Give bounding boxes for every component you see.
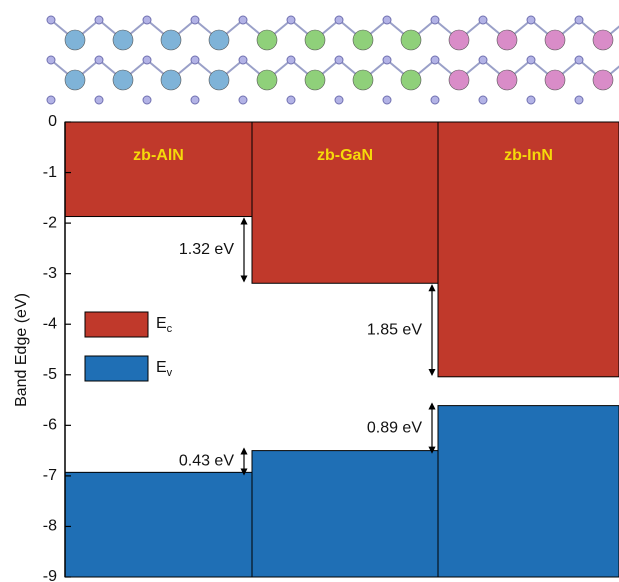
n-atom <box>383 16 391 24</box>
n-atom <box>575 56 583 64</box>
n-atom <box>527 56 535 64</box>
legend-label: Ev <box>156 359 173 379</box>
n-atom <box>191 56 199 64</box>
n-atom <box>95 16 103 24</box>
n-atom <box>239 96 247 104</box>
category-label: zb-InN <box>504 147 553 164</box>
conduction-band <box>65 122 252 217</box>
n-atom <box>239 16 247 24</box>
n-atom <box>479 56 487 64</box>
metal-atom <box>209 30 229 50</box>
n-atom <box>95 56 103 64</box>
y-tick-label: -6 <box>43 417 57 434</box>
n-atom <box>479 16 487 24</box>
n-atom <box>143 56 151 64</box>
gap-label: 1.85 eV <box>367 321 422 338</box>
metal-atom <box>209 70 229 90</box>
n-atom <box>335 16 343 24</box>
crystal-structure <box>47 16 619 104</box>
y-tick-label: -4 <box>43 315 57 332</box>
n-atom <box>95 96 103 104</box>
y-tick-label: 0 <box>48 113 57 130</box>
n-atom <box>479 96 487 104</box>
n-atom <box>527 96 535 104</box>
y-tick-label: -7 <box>43 467 57 484</box>
metal-atom <box>161 30 181 50</box>
n-atom <box>287 16 295 24</box>
n-atom <box>287 96 295 104</box>
gap-label: 0.43 eV <box>179 453 234 470</box>
category-label: zb-GaN <box>317 147 373 164</box>
y-tick-label: -2 <box>43 214 57 231</box>
n-atom <box>431 16 439 24</box>
n-atom <box>575 96 583 104</box>
metal-atom <box>113 70 133 90</box>
n-atom <box>191 16 199 24</box>
category-label: zb-AlN <box>133 147 184 164</box>
n-atom <box>47 16 55 24</box>
figure: Band Edge (eV) zb-AlN zb-GaN zb-InN 0 -1 -2 -3… <box>0 0 619 582</box>
y-tick-label: -3 <box>43 265 57 282</box>
y-tick-label: -9 <box>43 568 57 582</box>
metal-atom <box>401 30 421 50</box>
n-atom <box>287 56 295 64</box>
n-atom <box>47 96 55 104</box>
y-tick-label: -1 <box>43 164 57 181</box>
metal-atom <box>305 30 325 50</box>
y-axis-label: Band Edge (eV) <box>13 293 30 407</box>
metal-atom <box>113 30 133 50</box>
metal-atom <box>401 70 421 90</box>
metal-atom <box>305 70 325 90</box>
y-tick-label: -5 <box>43 366 57 383</box>
n-atom <box>335 96 343 104</box>
n-atom <box>239 56 247 64</box>
gap-label: 1.32 eV <box>179 241 234 258</box>
n-atom <box>431 96 439 104</box>
metal-atom <box>545 30 565 50</box>
n-atom <box>383 96 391 104</box>
metal-atom <box>545 70 565 90</box>
valence-band <box>65 472 252 577</box>
metal-atom <box>257 30 277 50</box>
metal-atom <box>161 70 181 90</box>
metal-atom <box>497 30 517 50</box>
gap-label: 0.89 eV <box>367 419 422 436</box>
metal-atom <box>257 70 277 90</box>
y-tick-label: -8 <box>43 518 57 535</box>
n-atom <box>575 16 583 24</box>
metal-atom <box>353 70 373 90</box>
n-atom <box>47 56 55 64</box>
legend-label: Ec <box>156 315 173 335</box>
metal-atom <box>65 30 85 50</box>
metal-atom <box>353 30 373 50</box>
n-atom <box>335 56 343 64</box>
metal-atom <box>593 70 613 90</box>
n-atom <box>431 56 439 64</box>
legend-swatch <box>85 312 148 337</box>
valence-band <box>252 451 438 577</box>
metal-atom <box>65 70 85 90</box>
legend-swatch <box>85 356 148 381</box>
conduction-band <box>252 122 438 283</box>
valence-band <box>438 406 619 577</box>
metal-atom <box>449 70 469 90</box>
metal-atom <box>497 70 517 90</box>
metal-atom <box>593 30 613 50</box>
n-atom <box>143 16 151 24</box>
metal-atom <box>449 30 469 50</box>
n-atom <box>527 16 535 24</box>
n-atom <box>383 56 391 64</box>
n-atom <box>191 96 199 104</box>
n-atom <box>143 96 151 104</box>
